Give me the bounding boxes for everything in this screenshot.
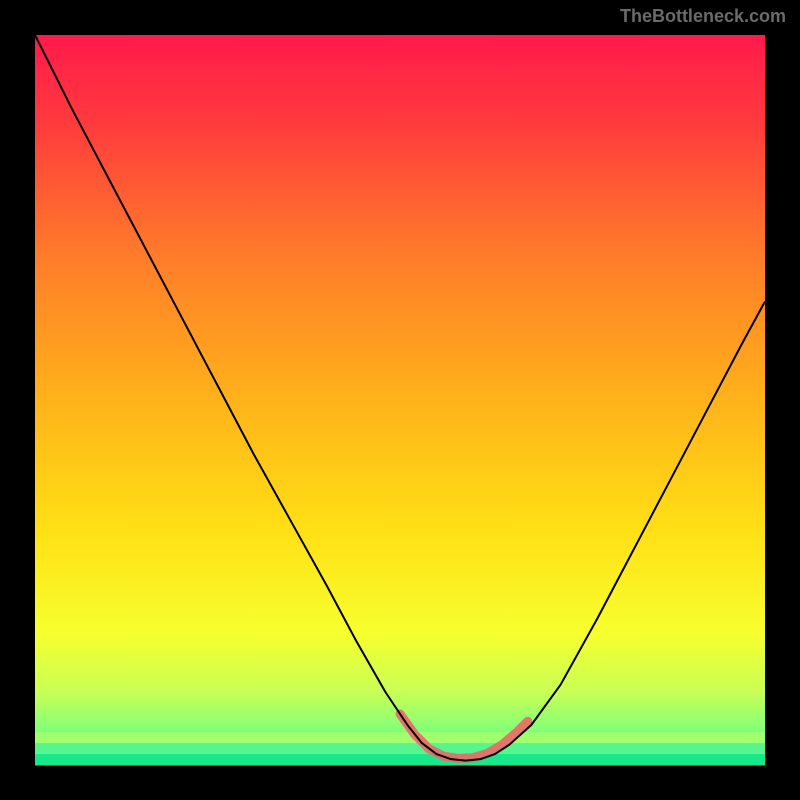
bottom-ribbon-band: [35, 743, 765, 754]
gradient-background: [35, 35, 765, 765]
bottom-ribbon-band: [35, 754, 765, 765]
bottleneck-chart: [0, 0, 800, 800]
watermark-text: TheBottleneck.com: [620, 6, 786, 27]
bottom-ribbon-band: [35, 732, 765, 743]
chart-frame: TheBottleneck.com: [0, 0, 800, 800]
